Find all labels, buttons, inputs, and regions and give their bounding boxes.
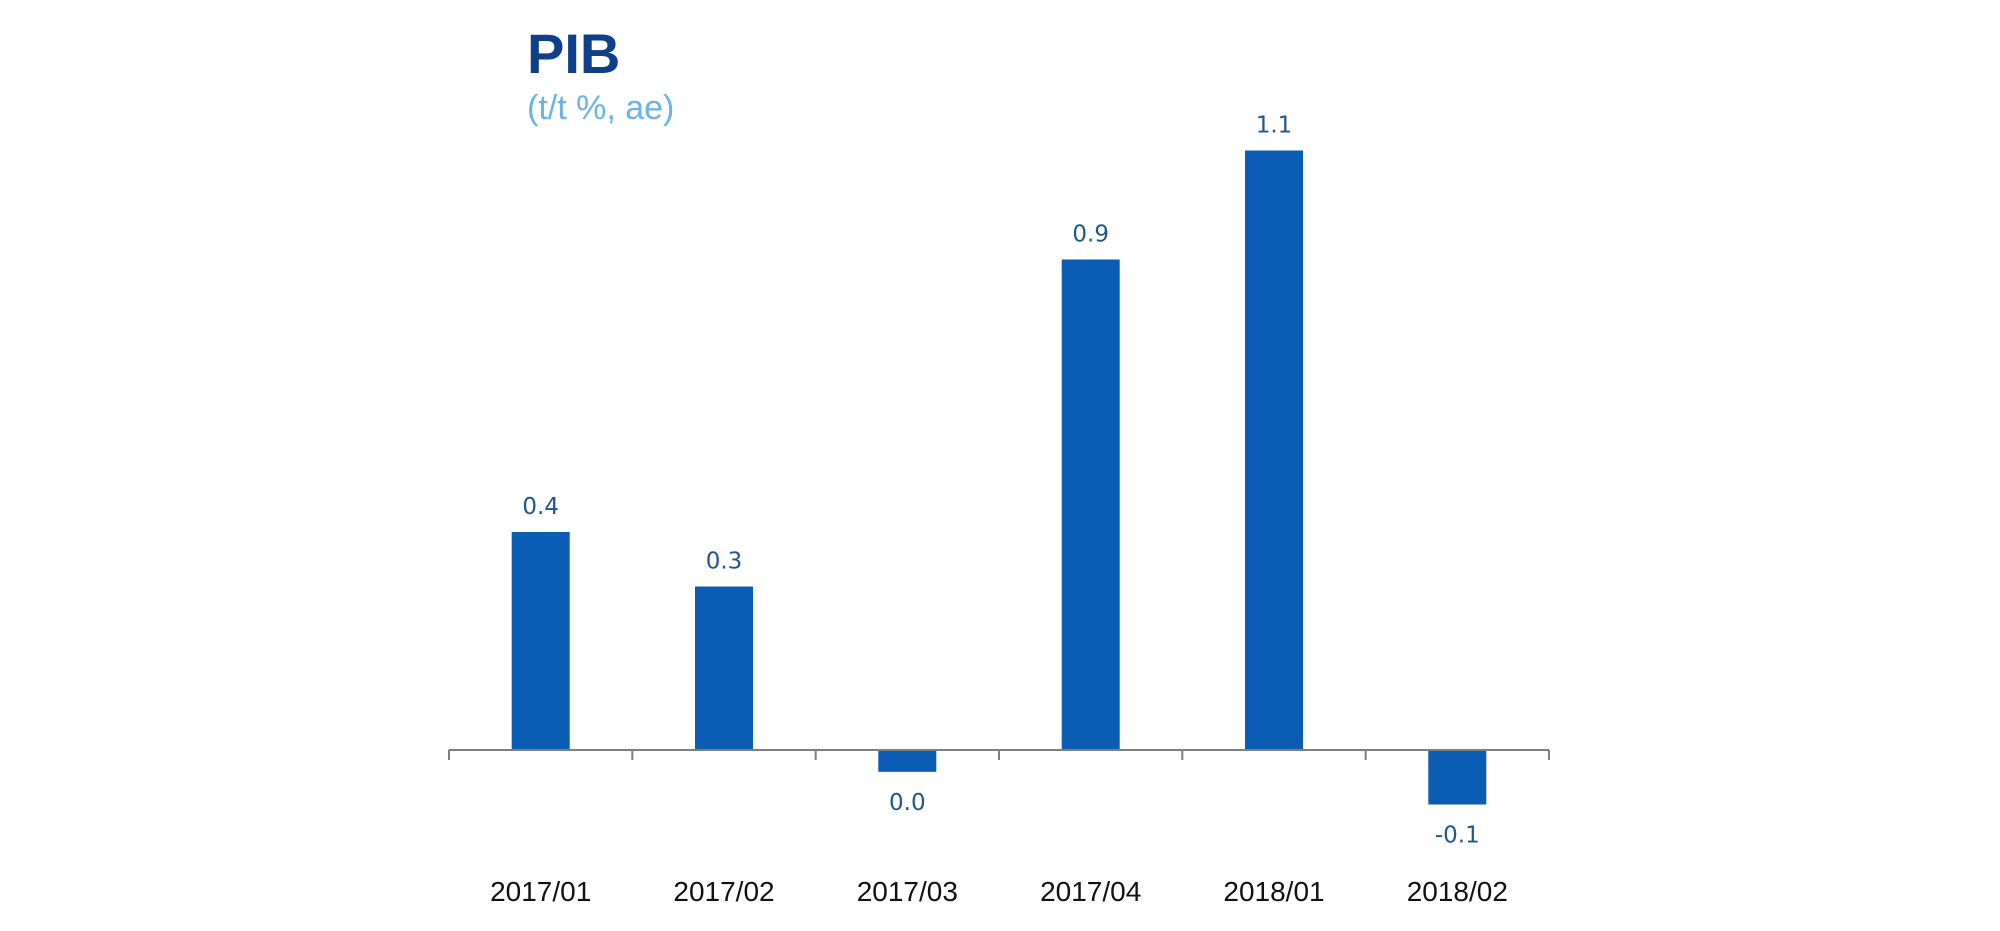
x-tick-label: 2017/04 [1040, 876, 1141, 907]
data-label: 0.9 [1072, 222, 1109, 248]
data-label: 0.3 [706, 549, 743, 575]
data-label: 0.0 [889, 790, 926, 816]
x-tick-label: 2018/01 [1223, 876, 1324, 907]
bar-2017-02 [695, 586, 753, 750]
data-label: 0.4 [522, 494, 559, 520]
x-tick-label: 2017/02 [673, 876, 774, 907]
x-axis [448, 749, 1550, 760]
bar-2017-01 [511, 532, 570, 750]
data-labels-group: 0.4 0.3 0.0 0.9 1.1 -0.1 [522, 113, 1479, 849]
x-tick-label: 2017/01 [490, 876, 591, 907]
bar-2018-01 [1245, 150, 1303, 750]
chart-subtitle: (t/t %, ae) [527, 89, 675, 127]
x-tick-labels-group: 2017/01 2017/02 2017/03 2017/04 2018/01 2018/… [490, 876, 1508, 907]
x-tick-label: 2018/02 [1407, 876, 1508, 907]
bar-2017-04 [1061, 259, 1120, 750]
bars-group [511, 150, 1487, 805]
x-tick-label: 2017/03 [857, 876, 958, 907]
data-label: 1.1 [1256, 113, 1293, 139]
data-label: -0.1 [1435, 823, 1480, 849]
bar-2018-02 [1428, 750, 1487, 805]
chart-title: PIB [527, 22, 621, 85]
bar-2017-03 [878, 750, 937, 772]
